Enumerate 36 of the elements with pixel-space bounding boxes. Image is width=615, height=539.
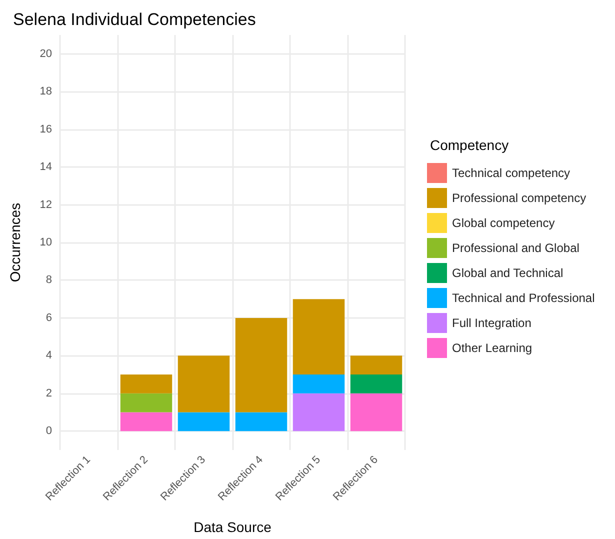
bar	[292, 393, 345, 432]
legend-label: Professional competency	[452, 191, 586, 205]
bar	[292, 299, 345, 375]
bar	[178, 356, 230, 412]
bar	[178, 412, 230, 432]
legend-label: Technical and Professional	[452, 291, 595, 305]
legend-label: Technical competency	[452, 166, 570, 180]
bar	[350, 356, 402, 375]
bar	[120, 374, 172, 394]
bar	[235, 318, 288, 412]
legend-label: Full Integration	[452, 316, 532, 330]
y-tick-label: 20	[40, 48, 52, 60]
legend-label: Global competency	[452, 216, 555, 230]
y-tick-label: 8	[46, 274, 52, 286]
y-tick-label: 2	[46, 387, 52, 400]
bar	[120, 412, 172, 432]
x-axis-title: Data Source	[194, 519, 272, 535]
bar	[350, 374, 402, 394]
bar	[120, 393, 172, 412]
y-tick-label: 0	[46, 425, 52, 438]
bar	[350, 393, 402, 432]
y-tick-label: 12	[40, 198, 52, 211]
legend-label: Global and Technical	[452, 266, 564, 280]
y-tick-label: 14	[40, 161, 52, 174]
chart-title: Selena Individual Competencies	[13, 10, 256, 29]
y-tick-label: 6	[46, 312, 52, 324]
legend-title: Competency	[430, 137, 509, 153]
y-tick-label: 16	[40, 123, 52, 136]
y-tick-label: 18	[40, 86, 52, 98]
y-axis-title: Occurrences	[7, 202, 23, 282]
y-tick-label: 10	[40, 236, 52, 248]
bar	[235, 412, 288, 432]
legend-label: Other Learning	[452, 341, 532, 355]
y-tick-label: 4	[46, 350, 52, 362]
legend-label: Professional and Global	[452, 241, 580, 255]
bar	[292, 374, 345, 394]
